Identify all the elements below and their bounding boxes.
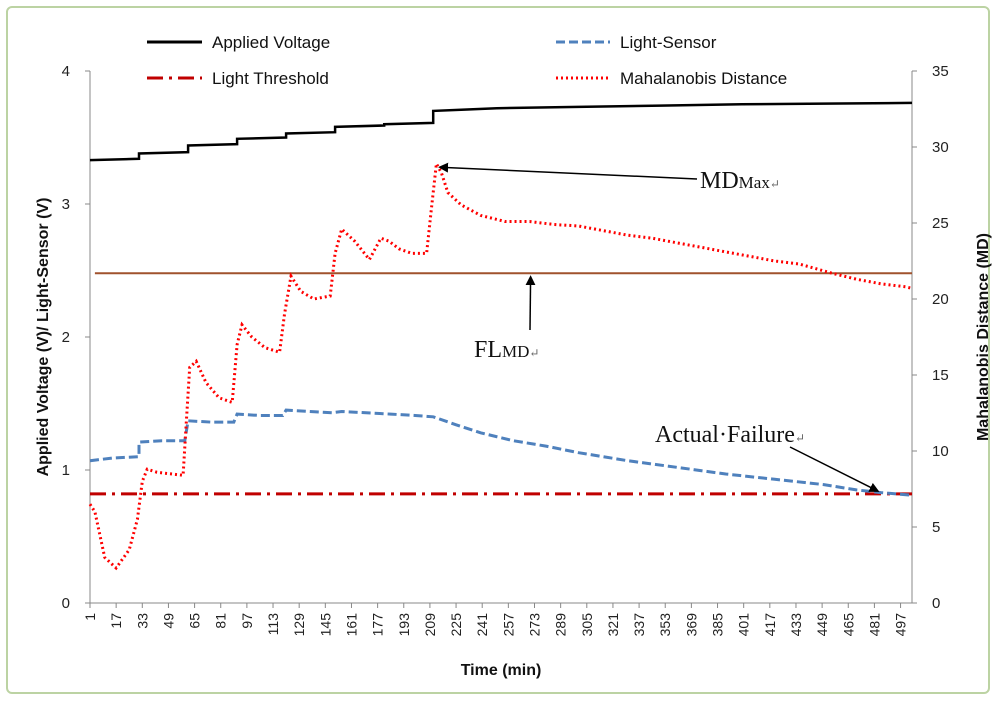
- actual-failure-arrow: [789, 446, 880, 492]
- annotation-actual-failure: Actual·Failure↵: [655, 422, 880, 492]
- x-tick-label: 449: [814, 613, 830, 637]
- x-tick-label: 17: [108, 613, 124, 629]
- fl-md-arrow: [525, 275, 536, 331]
- y-left-tick-label: 3: [62, 196, 70, 213]
- x-tick-label: 209: [422, 613, 438, 637]
- x-tick-label: 417: [762, 613, 778, 637]
- x-tick-label: 241: [474, 613, 490, 637]
- y-right-tick-label: 35: [932, 63, 949, 80]
- y-right-tick-label: 20: [932, 291, 949, 308]
- legend-label-light-threshold: Light Threshold: [212, 69, 329, 88]
- mahalanobis-distance-line: [88, 158, 913, 571]
- legend-label-mahalanobis-distance: Mahalanobis Distance: [620, 69, 787, 88]
- fl-md-return-mark: ↵: [529, 346, 539, 360]
- x-tick-label: 49: [160, 613, 176, 629]
- x-tick-label: 177: [370, 613, 386, 637]
- x-tick-label: 257: [500, 613, 516, 637]
- x-tick-label: 81: [213, 613, 229, 629]
- y-right-tick-label: 0: [932, 595, 940, 612]
- x-tick-label: 1: [82, 613, 98, 621]
- y-left-tick-label: 0: [62, 595, 70, 612]
- x-tick-label: 433: [788, 613, 804, 637]
- y-left-tick-label: 4: [62, 63, 70, 80]
- y-right-tick-label: 5: [932, 519, 940, 536]
- actual-failure-label-main: Actual·Failure: [655, 422, 795, 448]
- md-max-label-sub: Max: [739, 173, 771, 192]
- series-layer: [88, 101, 913, 571]
- md-max-label-main: MD: [700, 168, 739, 194]
- x-tick-label: 369: [683, 613, 699, 637]
- legend-label-applied-voltage: Applied Voltage: [212, 33, 330, 52]
- y-left-tick-label: 1: [62, 462, 70, 479]
- x-tick-label: 401: [736, 613, 752, 637]
- x-tick-label: 225: [448, 613, 464, 637]
- x-tick-label: 161: [343, 613, 359, 637]
- x-tick-label: 129: [291, 613, 307, 637]
- y-right-tick-label: 15: [932, 367, 949, 384]
- x-axis-ticks: 1 17 33 49 65 81 97 113 129 145 161 177 193 209 225 241…: [82, 603, 909, 636]
- fl-md-label: FLMD↵: [474, 337, 539, 363]
- x-tick-label: 65: [187, 613, 203, 629]
- legend-label-light-sensor: Light-Sensor: [620, 33, 717, 52]
- actual-failure-return-mark: ↵: [795, 431, 805, 445]
- x-tick-label: 97: [239, 613, 255, 629]
- md-max-label: MDMax↵: [700, 168, 780, 194]
- fl-md-label-main: FL: [474, 337, 502, 363]
- x-tick-label: 497: [893, 613, 909, 637]
- x-tick-label: 385: [710, 613, 726, 637]
- light-sensor-line: [89, 408, 913, 497]
- y-right-tick-label: 10: [932, 443, 949, 460]
- x-tick-label: 113: [265, 613, 281, 636]
- x-tick-label: 321: [605, 613, 621, 637]
- x-tick-label: 305: [579, 613, 595, 637]
- y-left-tick-label: 2: [62, 329, 70, 346]
- x-tick-label: 273: [527, 613, 543, 637]
- x-tick-label: 337: [631, 613, 647, 637]
- x-tick-label: 145: [317, 613, 333, 637]
- md-max-arrow: [438, 162, 698, 180]
- md-max-return-mark: ↵: [770, 177, 780, 191]
- y-axis-left-ticks: 0 1 2 3 4: [62, 63, 90, 612]
- y-right-tick-label: 25: [932, 215, 949, 232]
- x-tick-label: 353: [657, 613, 673, 637]
- x-axis-title: Time (min): [461, 662, 542, 679]
- x-tick-label: 465: [840, 613, 856, 637]
- legend: Applied Voltage Light-Sensor Light Thres…: [147, 33, 787, 88]
- applied-voltage-line: [89, 101, 913, 162]
- x-tick-label: 481: [866, 613, 882, 637]
- fl-md-label-sub: MD: [502, 342, 529, 361]
- actual-failure-label: Actual·Failure↵: [655, 422, 805, 448]
- y-right-tick-label: 30: [932, 139, 949, 156]
- x-tick-label: 289: [553, 613, 569, 637]
- x-tick-label: 193: [396, 613, 412, 637]
- y-axis-right-ticks: 0 5 10 15 20 25 30 35: [912, 63, 949, 612]
- chart-frame: [6, 6, 990, 694]
- y-axis-left-title: Applied Voltage (V)/ Light-Sensor (V): [35, 198, 52, 477]
- annotation-fl-md: FLMD↵: [474, 275, 539, 363]
- y-axis-right-title: Mahalanobis Distance (MD): [975, 233, 992, 441]
- annotation-md-max: MDMax↵: [438, 162, 780, 194]
- x-tick-label: 33: [134, 613, 150, 629]
